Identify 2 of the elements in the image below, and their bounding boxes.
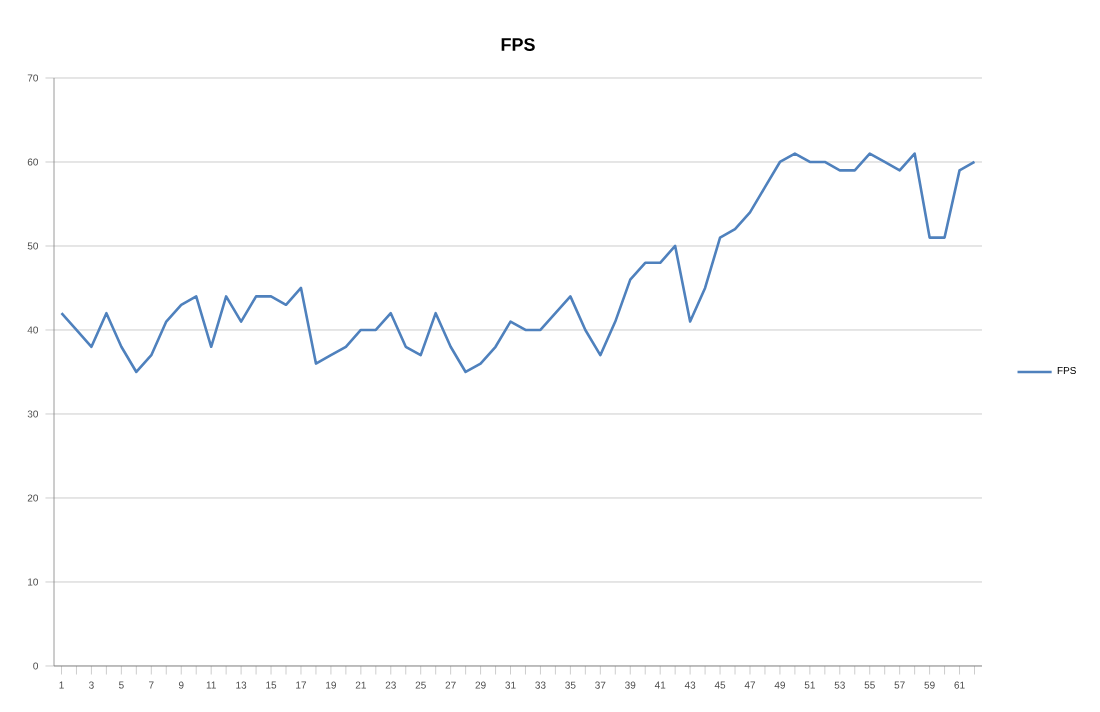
chart-title: FPS (501, 38, 535, 51)
line-series (60, 152, 976, 374)
